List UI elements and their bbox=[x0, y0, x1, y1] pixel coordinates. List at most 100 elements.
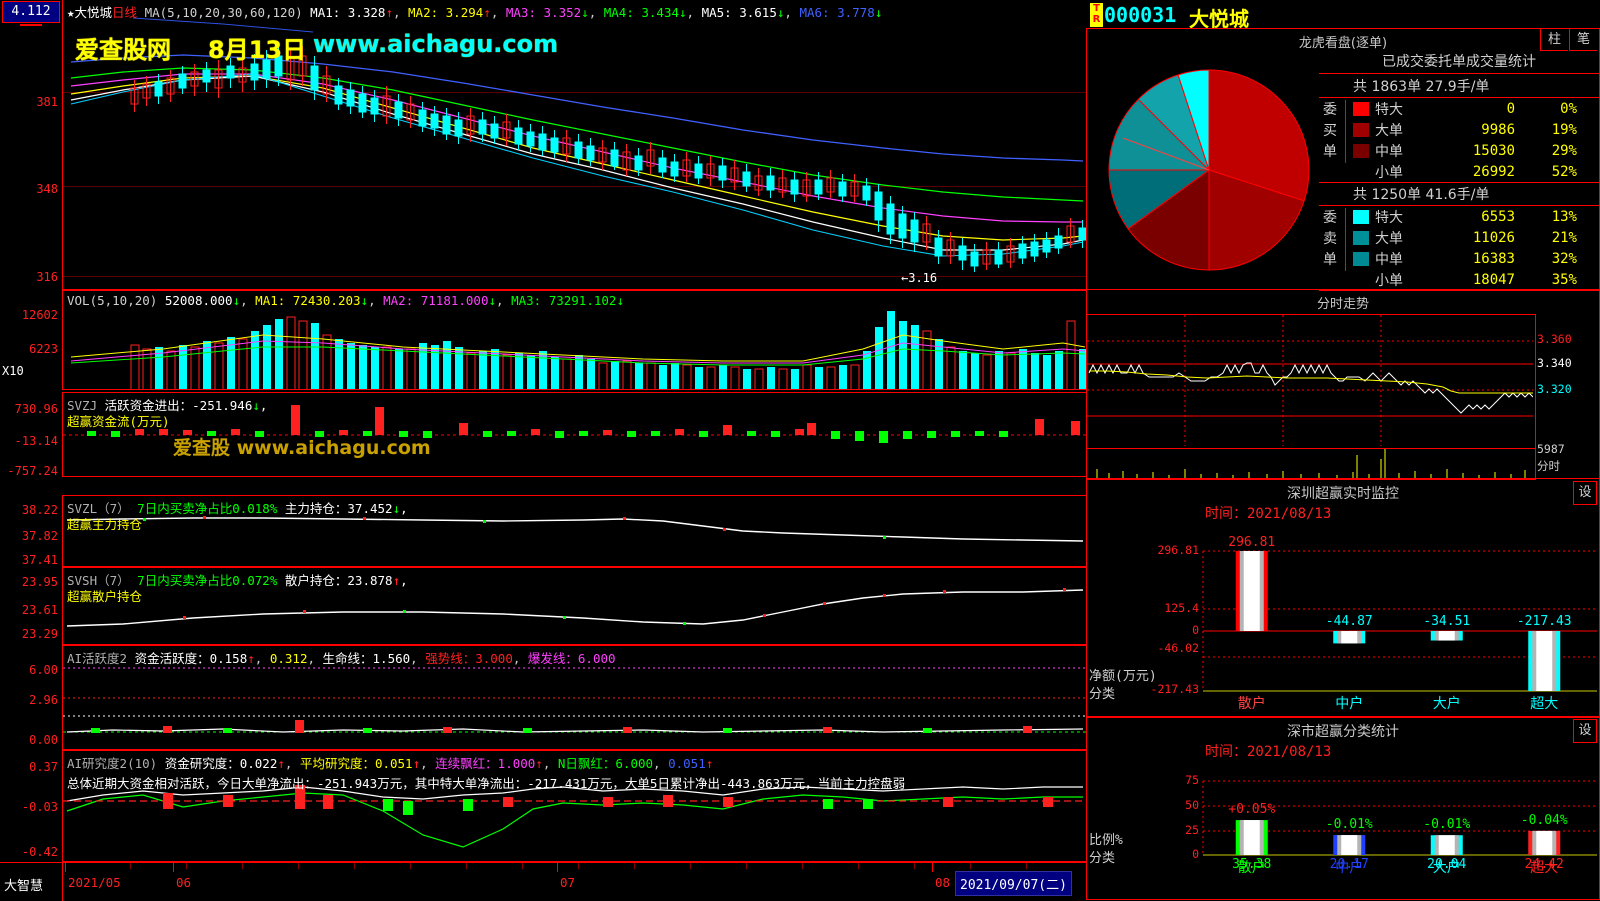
ai-research-code: AI研究度2(10) bbox=[67, 756, 158, 771]
sell-side-label: 委卖单 bbox=[1323, 208, 1346, 271]
svzj-pane[interactable]: SVZJ 活跃资金进出：-251.946↓, 超赢资金流(万元) 爱查股 www… bbox=[62, 392, 1086, 477]
svsh-y-tick: 23.95 bbox=[21, 575, 58, 589]
fenshi-title: 分时走势 bbox=[1316, 297, 1369, 312]
kline-y-axis: 381 348 316 bbox=[0, 0, 62, 290]
volume-bars bbox=[70, 311, 1086, 389]
classify-settings-button[interactable]: 设 bbox=[1573, 719, 1597, 743]
longhu-tab-zhu[interactable]: 柱 bbox=[1540, 29, 1568, 51]
svsh-pane[interactable]: SVSH（7） 7日内买卖净占比0.072% 散户持仓：23.878↑, 超赢散… bbox=[62, 567, 1086, 645]
period-label[interactable]: 日线 bbox=[112, 5, 138, 20]
sell-stats-block: 共 1250单 41.6手/单 委卖单 特大 6553 13% 大单 11026 21% 中单 1… bbox=[1319, 183, 1599, 291]
order-type-label: 小单 bbox=[1375, 272, 1403, 289]
indicator-arrow-icon: ↑ bbox=[247, 651, 255, 666]
separator: , bbox=[420, 756, 428, 771]
quote-underline bbox=[20, 24, 42, 26]
fenshi-plot-area bbox=[1086, 314, 1536, 449]
ai-activity-code: AI活跃度2 bbox=[67, 651, 128, 666]
ai-activity-pane[interactable]: AI活跃度2 资金活跃度：0.158↑, 0.312, 生命线：1.560, 强… bbox=[62, 645, 1086, 750]
svzl-line bbox=[66, 516, 1084, 542]
candle-cluster bbox=[63, 0, 1086, 289]
kline-pane[interactable]: ★大悦城日线 MA(5,10,20,30,60,120) MA1: 3.328↑… bbox=[62, 0, 1086, 290]
svzl-subtitle: 超赢主力持仓 bbox=[67, 517, 143, 532]
tr-badge: T R bbox=[1090, 3, 1103, 27]
time-minor-tick bbox=[298, 863, 299, 869]
indicator-item: 爆发线：6.000 bbox=[520, 651, 616, 666]
stock-header[interactable]: T R 000031 大悦城 bbox=[1086, 2, 1600, 31]
svzj-watermark: 爱查股 www.aichagu.com bbox=[173, 437, 431, 459]
chart-y-tick: 50 bbox=[1185, 798, 1199, 812]
svsh-y-tick: 23.61 bbox=[21, 603, 58, 617]
stock-name-label: 大悦城 bbox=[74, 5, 113, 20]
bar-category-label: 散户 bbox=[1237, 696, 1266, 712]
ai-research-plot bbox=[63, 785, 1086, 848]
fenshi-panel[interactable]: 分时走势 3.360 3.340 3.320 bbox=[1086, 289, 1600, 480]
time-minor-tick bbox=[634, 863, 635, 869]
time-minor-tick bbox=[802, 863, 803, 869]
ma-item: MA3: 3.352 bbox=[498, 5, 582, 20]
order-count: 18047 bbox=[1472, 271, 1515, 288]
svsh-y-tick: 23.29 bbox=[21, 627, 58, 641]
fenshi-y-tick: 3.340 bbox=[1537, 356, 1572, 370]
longhu-tab-bi[interactable]: 笔 bbox=[1569, 29, 1597, 51]
time-tick-mark bbox=[173, 863, 174, 872]
vol-arrow: ↓ bbox=[232, 293, 241, 308]
bar-value-label: -0.04% bbox=[1520, 812, 1568, 828]
grid-line bbox=[63, 186, 1086, 187]
separator: , bbox=[307, 651, 315, 666]
ma-item: MA6: 3.778 bbox=[791, 5, 875, 20]
watermark-url: www.aichagu.com bbox=[313, 30, 559, 58]
order-stats-row: 大单 9986 19% bbox=[1353, 119, 1599, 140]
current-date-badge[interactable]: 2021/09/07(二) bbox=[955, 871, 1072, 896]
longhu-panel[interactable]: 龙虎看盘(逐单) 柱 笔 bbox=[1086, 28, 1600, 291]
order-type-label: 中单 bbox=[1375, 143, 1403, 160]
time-minor-tick bbox=[466, 863, 467, 869]
bar-category-label: 超大 bbox=[1530, 860, 1559, 876]
order-type-label: 大单 bbox=[1375, 230, 1403, 247]
svzl-ratio: 7日内买卖净占比0.018% bbox=[137, 501, 278, 516]
bar-bottom-value: 24.42 bbox=[1524, 857, 1564, 872]
color-swatch bbox=[1353, 101, 1369, 116]
classify-panel[interactable]: 深市超赢分类统计 设 时间：2021/08/13 75 50 25 0 +0.05% 35… bbox=[1086, 716, 1600, 900]
separator: , bbox=[284, 756, 293, 771]
indicator-item: 0.051 bbox=[660, 756, 706, 771]
ai-research-values: 资金研究度：0.022↑, 平均研究度：0.051↑, 连续飘红：1.000↑,… bbox=[165, 756, 714, 771]
left-chart-column: 4.112 bbox=[0, 0, 1086, 901]
svzj-y-tick: -13.14 bbox=[14, 434, 58, 448]
indicator-item: 资金研究度：0.022 bbox=[164, 756, 278, 771]
ma-item: MA1: 3.328 bbox=[310, 5, 386, 20]
order-stats-row: 中单 15030 29% bbox=[1353, 140, 1599, 161]
current-price-box[interactable]: 4.112 bbox=[2, 1, 60, 23]
color-swatch bbox=[1353, 209, 1369, 224]
chart-y-tick: 125.4 bbox=[1164, 601, 1199, 615]
vol-ma-item: MA2: 71181.000 bbox=[375, 293, 489, 308]
svzl-arrow: ↓ bbox=[392, 501, 401, 516]
ma-arrow-icon: ↓ bbox=[679, 5, 687, 20]
vol-scale-tag: X10 bbox=[2, 364, 24, 378]
time-minor-tick bbox=[970, 863, 971, 869]
order-stats-row: 大单 11026 21% bbox=[1353, 227, 1599, 248]
order-percent: 32% bbox=[1551, 250, 1577, 267]
svsh-suffix: , bbox=[400, 573, 408, 588]
monitor-settings-button[interactable]: 设 bbox=[1573, 481, 1597, 505]
bar-value-label: +0.05% bbox=[1228, 802, 1276, 818]
separator: , bbox=[512, 651, 521, 666]
chart-y-tick: 75 bbox=[1185, 773, 1199, 787]
ai-research-y-tick: 0.37 bbox=[29, 760, 58, 774]
ma-arrow-icon: ↑ bbox=[385, 5, 393, 20]
ai-research-pane[interactable]: AI研究度2(10) 资金研究度：0.022↑, 平均研究度：0.051↑, 连… bbox=[62, 750, 1086, 862]
stock-name-header: 大悦城 bbox=[1189, 7, 1249, 31]
separator: , bbox=[496, 293, 504, 308]
ma-formula-label: MA(5,10,20,30,60,120) bbox=[144, 5, 303, 20]
chart-y-tick: 25 bbox=[1185, 823, 1199, 837]
tr-badge-line2: R bbox=[1092, 14, 1101, 25]
svzl-code: SVZL（7） bbox=[67, 501, 130, 516]
classify-time-value: 2021/08/13 bbox=[1247, 744, 1332, 760]
svzl-pane[interactable]: SVZL（7） 7日内买卖净占比0.018% 主力持仓：37.452↓, 超赢主… bbox=[62, 495, 1086, 567]
volume-pane[interactable]: VOL(5,10,20) 52008.000↓, MA1: 72430.203↓… bbox=[62, 290, 1086, 390]
fenshi-axis-label: 分时 bbox=[1537, 459, 1560, 473]
time-axis-bar[interactable]: 大智慧 2021/05 06 07 08 2021/09/07(二) bbox=[0, 862, 1086, 901]
monitor-panel[interactable]: 深圳超赢实时监控 设 时间：2021/08/13 296.81 125.4 0 -46… bbox=[1086, 478, 1600, 718]
svsh-arrow: ↑ bbox=[392, 573, 401, 588]
grid-line bbox=[63, 276, 1086, 277]
svzl-y-tick: 37.82 bbox=[21, 529, 58, 543]
